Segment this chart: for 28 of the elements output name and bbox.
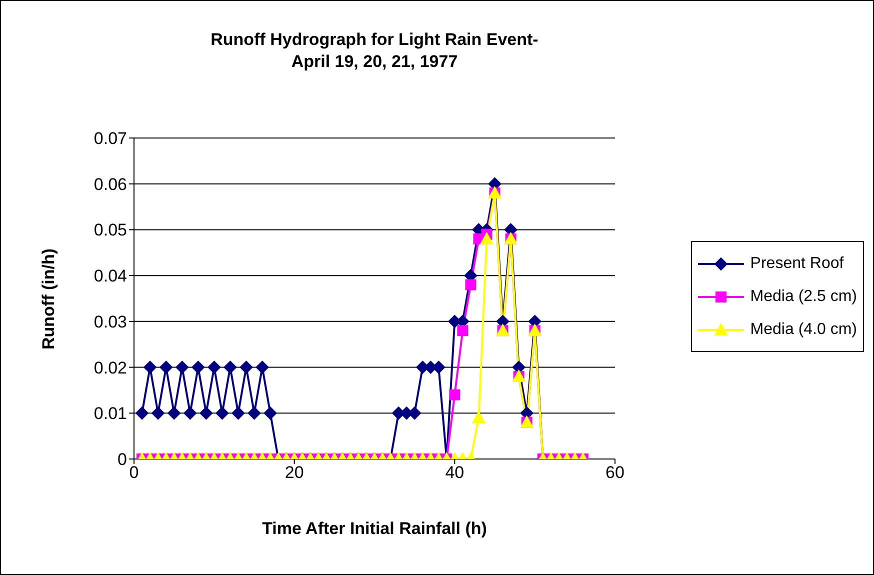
legend-label: Present Roof [750, 254, 844, 272]
point [465, 279, 476, 290]
y-tick-label: 0.01 [94, 404, 127, 424]
point [208, 360, 221, 374]
x-tick-label: 20 [284, 463, 304, 482]
point [224, 360, 237, 374]
x-axis-title: Time After Initial Rainfall (h) [261, 519, 488, 539]
x-tick-label: 0 [129, 463, 139, 482]
point [457, 325, 468, 336]
y-tick-label: 0.02 [94, 358, 127, 378]
y-tick-label: 0.03 [94, 312, 127, 332]
legend-label: Media (2.5 cm) [750, 288, 857, 306]
y-tick-label: 0 [118, 450, 127, 470]
point [240, 360, 253, 374]
y-axis-title: Runoff (in/h) [39, 248, 59, 350]
chart-title: Runoff Hydrograph for Light Rain Event- April 19, 20, 21, 1977 [210, 29, 540, 73]
point [192, 360, 205, 374]
point [256, 360, 269, 374]
y-tick-label: 0.04 [94, 266, 127, 286]
point [144, 360, 157, 374]
y-tick-label: 0.06 [94, 174, 127, 194]
y-tick-label: 0.07 [94, 129, 127, 148]
legend-label: Media (4.0 cm) [750, 320, 857, 338]
x-tick-label: 40 [445, 463, 464, 482]
point [176, 360, 189, 374]
y-tick-label: 0.05 [94, 220, 127, 240]
x-tick-label: 60 [606, 463, 624, 482]
point [160, 360, 173, 374]
